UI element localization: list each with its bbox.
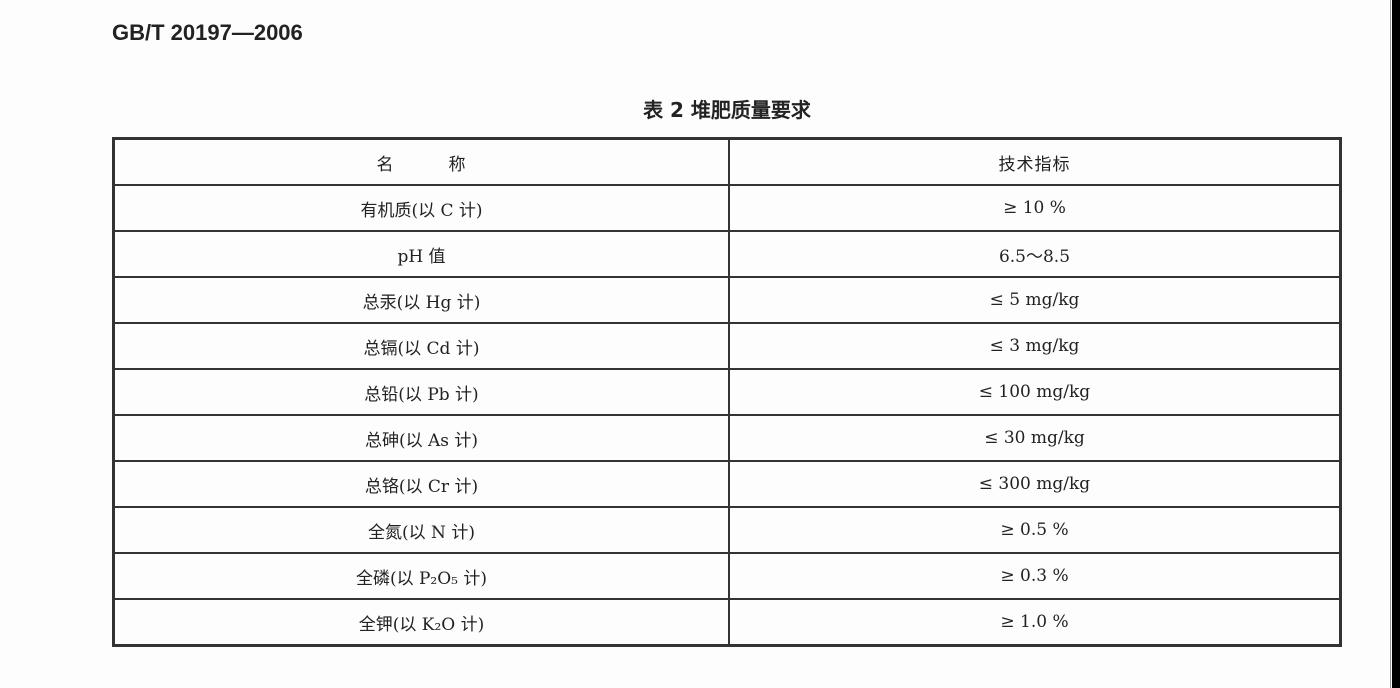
row-value: ≥ 0.5 % bbox=[728, 506, 1342, 554]
row-name: 全磷(以 P₂O₅ 计) bbox=[112, 552, 730, 600]
row-value: ≥ 10 % bbox=[728, 184, 1342, 232]
compost-quality-table: 名 称 技术指标 有机质(以 C 计) ≥ 10 % pH 值 6.5～8.5 总汞(以… bbox=[112, 137, 1342, 647]
row-name: 总铅(以 Pb 计) bbox=[112, 368, 730, 416]
row-value: 6.5～8.5 bbox=[728, 230, 1342, 278]
column-header-spec: 技术指标 bbox=[728, 137, 1342, 186]
scan-edge-line bbox=[1390, 0, 1391, 688]
row-value: ≤ 100 mg/kg bbox=[728, 368, 1342, 416]
table-row: 总铅(以 Pb 计) ≤ 100 mg/kg bbox=[112, 368, 1342, 416]
standard-code: GB/T 20197—2006 bbox=[112, 20, 303, 45]
row-value: ≤ 5 mg/kg bbox=[728, 276, 1342, 324]
table-row: 总镉(以 Cd 计) ≤ 3 mg/kg bbox=[112, 322, 1342, 370]
row-name: 总镉(以 Cd 计) bbox=[112, 322, 730, 370]
row-name: 总砷(以 As 计) bbox=[112, 414, 730, 462]
table-row: 总汞(以 Hg 计) ≤ 5 mg/kg bbox=[112, 276, 1342, 324]
table-row: 总铬(以 Cr 计) ≤ 300 mg/kg bbox=[112, 460, 1342, 508]
table-row: 有机质(以 C 计) ≥ 10 % bbox=[112, 184, 1342, 232]
row-name: pH 值 bbox=[112, 230, 730, 278]
table-row: 全氮(以 N 计) ≥ 0.5 % bbox=[112, 506, 1342, 554]
row-value: ≥ 0.3 % bbox=[728, 552, 1342, 600]
table-header-row: 名 称 技术指标 bbox=[112, 137, 1342, 186]
row-name: 总铬(以 Cr 计) bbox=[112, 460, 730, 508]
row-name: 有机质(以 C 计) bbox=[112, 184, 730, 232]
scan-edge-border bbox=[1392, 0, 1400, 688]
row-name: 总汞(以 Hg 计) bbox=[112, 276, 730, 324]
table-row: pH 值 6.5～8.5 bbox=[112, 230, 1342, 278]
table-row: 全钾(以 K₂O 计) ≥ 1.0 % bbox=[112, 598, 1342, 647]
row-name: 全钾(以 K₂O 计) bbox=[112, 598, 730, 647]
table-row: 全磷(以 P₂O₅ 计) ≥ 0.3 % bbox=[112, 552, 1342, 600]
table-title: 表 2 堆肥质量要求 bbox=[643, 98, 811, 122]
row-name: 全氮(以 N 计) bbox=[112, 506, 730, 554]
row-value: ≥ 1.0 % bbox=[728, 598, 1342, 647]
column-header-name: 名 称 bbox=[112, 137, 730, 186]
row-value: ≤ 30 mg/kg bbox=[728, 414, 1342, 462]
row-value: ≤ 3 mg/kg bbox=[728, 322, 1342, 370]
row-value: ≤ 300 mg/kg bbox=[728, 460, 1342, 508]
table-row: 总砷(以 As 计) ≤ 30 mg/kg bbox=[112, 414, 1342, 462]
